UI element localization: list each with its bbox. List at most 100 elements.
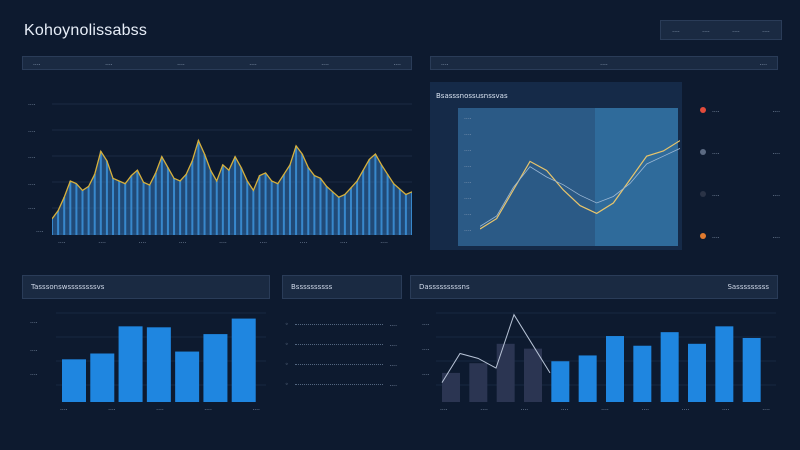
legend-item[interactable]: .... .... (700, 105, 780, 115)
y-tick: .... (28, 204, 36, 211)
x-tick: .... (98, 238, 106, 245)
tab[interactable]: .... (105, 59, 113, 67)
legend-label: .... (712, 232, 720, 240)
x-tick: .... (339, 238, 348, 245)
bar (90, 353, 115, 402)
line-series (441, 313, 551, 383)
tab[interactable]: .... (393, 59, 401, 67)
top-nav: .... .... .... .... (660, 20, 782, 40)
area-y-axis: .... .... .... .... .... .... (28, 100, 58, 240)
line-chart-panel: Bsasssnossusnssvas .... .... .... .... .… (430, 82, 682, 250)
y-tick: .... (36, 227, 44, 234)
legend-item[interactable]: .... .... (700, 231, 780, 241)
right-legend: .... .... .... .... .... .... .... .... (700, 105, 780, 241)
bar (62, 359, 86, 402)
x-tick: .... (138, 238, 147, 245)
bar (146, 327, 171, 402)
x-tick: .... (60, 405, 68, 412)
y-tick: .... (422, 345, 430, 352)
bar (633, 345, 652, 402)
area-panel-tabs: .... .... .... .... .... .... (22, 56, 412, 70)
y-tick: .... (30, 346, 38, 353)
y-tick: .... (464, 194, 472, 201)
leader-line (294, 323, 384, 325)
x-tick: .... (681, 405, 690, 412)
y-tick: .... (464, 114, 472, 121)
bar (551, 361, 570, 402)
legend-value: .... (772, 232, 780, 240)
y-tick: .... (28, 180, 36, 187)
x-tick: .... (762, 405, 770, 412)
list-icon: ◦ (285, 320, 289, 328)
tab[interactable]: .... (759, 59, 767, 67)
list-item[interactable]: ◦.... (285, 338, 397, 350)
list-icon: ◦ (285, 380, 289, 388)
legend-dot (700, 191, 706, 197)
y-tick: .... (422, 320, 430, 327)
legend-item[interactable]: .... .... (700, 189, 780, 199)
tab[interactable]: .... (600, 59, 608, 67)
nav-item[interactable]: .... (732, 26, 740, 34)
y-tick: .... (28, 127, 36, 134)
header-right: Sasssssssss (727, 283, 769, 291)
bottom-right-bar-chart (436, 312, 776, 402)
leader-line (294, 343, 384, 345)
bottom-left-x-axis: .... .... .... .... .... (60, 405, 260, 412)
list-item[interactable]: ◦.... (285, 378, 397, 390)
tab[interactable]: .... (441, 59, 449, 67)
x-tick: .... (601, 405, 609, 412)
y-tick: .... (464, 178, 472, 185)
x-tick: .... (440, 405, 448, 412)
tab[interactable]: .... (321, 59, 329, 67)
bar (578, 355, 597, 402)
bottom-right-y-axis: .... .... .... (422, 320, 452, 400)
area-x-axis: .... .... .... .... .... .... .... .... … (58, 238, 388, 245)
line-plot-highlight (595, 108, 678, 246)
x-tick: .... (219, 238, 227, 245)
x-tick: .... (108, 405, 116, 412)
tab[interactable]: .... (33, 59, 41, 67)
bar (203, 334, 228, 402)
y-tick: .... (464, 226, 472, 233)
legend-item[interactable]: .... .... (700, 147, 780, 157)
list-value: .... (389, 340, 397, 348)
x-tick: .... (259, 238, 268, 245)
line-y-axis: .... .... .... .... .... .... .... .... (464, 112, 494, 242)
x-tick: .... (380, 238, 388, 245)
list-icon: ◦ (285, 340, 289, 348)
bar (442, 372, 460, 402)
tab[interactable]: .... (177, 59, 185, 67)
nav-item[interactable]: .... (702, 26, 710, 34)
x-tick: .... (299, 238, 308, 245)
bottom-middle-list: ◦.... ◦.... ◦.... ◦.... (285, 318, 397, 390)
nav-item[interactable]: .... (762, 26, 770, 34)
x-tick: .... (520, 405, 529, 412)
y-tick: .... (464, 130, 472, 137)
bar (175, 351, 200, 402)
list-value: .... (389, 380, 397, 388)
header-left: Dasssssssssns (419, 283, 470, 291)
bar (715, 326, 734, 402)
bar (496, 343, 515, 402)
y-tick: .... (464, 162, 472, 169)
legend-label: .... (712, 106, 720, 114)
tab[interactable]: .... (249, 59, 257, 67)
list-item[interactable]: ◦.... (285, 318, 397, 330)
right-panel-tabs: .... .... .... (430, 56, 778, 70)
legend-label: .... (712, 148, 720, 156)
bottom-left-bar-chart (56, 312, 266, 402)
bar (660, 332, 679, 402)
y-tick: .... (464, 210, 472, 217)
bar (118, 326, 143, 402)
x-tick: .... (204, 405, 212, 412)
nav-item[interactable]: .... (672, 26, 680, 34)
legend-value: .... (772, 148, 780, 156)
area-fill (52, 140, 412, 235)
list-value: .... (389, 320, 397, 328)
list-item[interactable]: ◦.... (285, 358, 397, 370)
y-tick: .... (422, 370, 430, 377)
x-tick: .... (480, 405, 488, 412)
line-panel-title: Bsasssnossusnssvas (436, 92, 508, 100)
leader-line (294, 363, 384, 365)
y-tick: .... (30, 318, 38, 325)
